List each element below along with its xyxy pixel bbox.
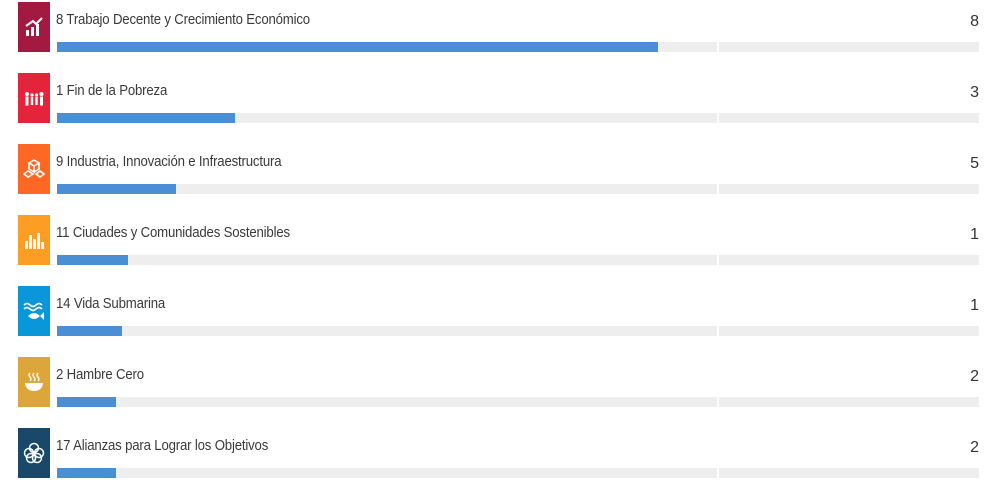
bar-track	[57, 184, 717, 194]
sdg-row: 17 Alianzas para Lograr los Objetivos 2	[0, 428, 1001, 492]
bar	[57, 113, 235, 123]
bar	[57, 255, 128, 265]
sdg8-growth-chart-icon	[18, 2, 50, 52]
sdg-row: 8 Trabajo Decente y Crecimiento Económic…	[0, 2, 1001, 66]
sdg-row: 1 Fin de la Pobreza 3	[0, 73, 1001, 137]
sdg-row: 14 Vida Submarina 1	[0, 286, 1001, 350]
bar-track-secondary	[719, 184, 979, 194]
category-label: 2 Hambre Cero	[56, 366, 144, 383]
sdg11-city-icon	[18, 215, 50, 265]
category-label: 8 Trabajo Decente y Crecimiento Económic…	[56, 11, 310, 28]
category-label: 14 Vida Submarina	[56, 295, 166, 312]
sdg17-rings-icon	[18, 428, 50, 478]
bar-track-secondary	[719, 326, 979, 336]
bar	[57, 42, 658, 52]
value-label: 1	[970, 226, 979, 243]
bar	[57, 468, 116, 478]
bar-track	[57, 113, 717, 123]
category-label: 9 Industria, Innovación e Infraestructur…	[56, 153, 282, 170]
category-label: 1 Fin de la Pobreza	[56, 82, 168, 99]
bar-track	[57, 468, 717, 478]
bar-track-secondary	[719, 113, 979, 123]
sdg14-fish-waves-icon	[18, 286, 50, 336]
value-label: 1	[970, 297, 979, 314]
bar	[57, 184, 176, 194]
value-label: 3	[970, 84, 979, 101]
category-label: 11 Ciudades y Comunidades Sostenibles	[56, 224, 290, 241]
value-label: 8	[970, 13, 979, 30]
sdg1-family-icon	[18, 73, 50, 123]
bar	[57, 326, 122, 336]
bar-track	[57, 255, 717, 265]
bar-track	[57, 397, 717, 407]
category-label: 17 Alianzas para Lograr los Objetivos	[56, 437, 269, 454]
sdg-row: 2 Hambre Cero 2	[0, 357, 1001, 421]
value-label: 2	[970, 368, 979, 385]
value-label: 2	[970, 439, 979, 456]
bar-track	[57, 326, 717, 336]
bar-track-secondary	[719, 255, 979, 265]
sdg-row: 11 Ciudades y Comunidades Sostenibles 1	[0, 215, 1001, 279]
sdg2-bowl-icon	[18, 357, 50, 407]
sdg-row: 9 Industria, Innovación e Infraestructur…	[0, 144, 1001, 208]
value-label: 5	[970, 155, 979, 172]
sdg9-cubes-icon	[18, 144, 50, 194]
bar	[57, 397, 116, 407]
bar-track-secondary	[719, 397, 979, 407]
bar-track-secondary	[719, 42, 979, 52]
bar-track-secondary	[719, 468, 979, 478]
